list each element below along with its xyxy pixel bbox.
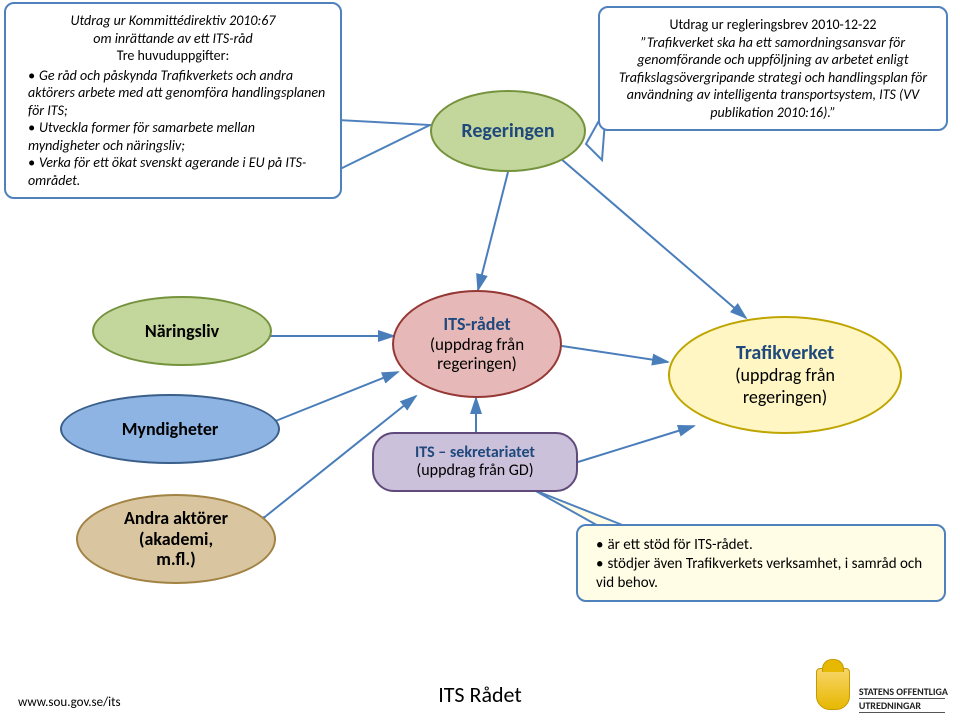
node-andra-l1: Andra aktörer: [124, 508, 228, 529]
callout-tl-sub1: om inrättande av ett ITS-råd: [18, 30, 328, 48]
node-its-sekretariat: ITS – sekretariatet (uppdrag från GD): [372, 432, 578, 492]
callout-tr-body: ”Trafikverket ska ha ett samordningsansv…: [612, 34, 934, 122]
callout-tl-sub2: Tre huvuduppgifter:: [18, 47, 328, 65]
footer-url: www.sou.gov.se/its: [18, 695, 121, 710]
crest-icon: [816, 668, 850, 710]
node-regeringen: Regeringen: [430, 90, 586, 172]
node-andra-aktorer: Andra aktörer (akademi, m.fl.): [76, 494, 276, 584]
footer-title: ITS Rådet: [438, 681, 521, 708]
node-trafikverket: Trafikverket (uppdrag från regeringen): [668, 316, 902, 434]
callout-tr-title: Utdrag ur regleringsbrev 2010-12-22: [612, 16, 934, 34]
callout-regleringsbrev: Utdrag ur regleringsbrev 2010-12-22 ”Tra…: [598, 6, 948, 131]
callout-tl-item: Utveckla former för samarbete mellan myn…: [28, 119, 328, 154]
node-naringsliv: Näringsliv: [92, 296, 272, 366]
callout-tl-title: Utdrag ur Kommittédirektiv 2010:67: [18, 12, 328, 30]
callout-kommittedirektiv: Utdrag ur Kommittédirektiv 2010:67 om in…: [4, 2, 342, 199]
node-myndigheter: Myndigheter: [60, 394, 280, 464]
node-naringsliv-label: Näringsliv: [145, 320, 219, 342]
node-andra-l2: (akademi,: [139, 529, 213, 550]
node-itsradet-l3: regeringen): [437, 354, 517, 374]
callout-sekretariat-note: är ett stöd för ITS-rådet. stödjer även …: [576, 524, 946, 602]
sou-line1: STATENS OFFENTLIGA: [859, 686, 948, 697]
node-myndigheter-label: Myndigheter: [122, 418, 219, 440]
callout-br-item: är ett stöd för ITS-rådet.: [596, 536, 932, 555]
node-its-radet: ITS-rådet (uppdrag från regeringen): [392, 290, 562, 398]
node-itsradet-l1: ITS-rådet: [443, 314, 510, 335]
callout-br-item: stödjer även Trafikverkets verksamhet, i…: [596, 555, 932, 593]
sou-label: STATENS OFFENTLIGA UTREDNINGAR: [859, 686, 948, 714]
sou-line2: UTREDNINGAR: [859, 700, 948, 711]
node-trafikverket-l1: Trafikverket: [736, 341, 834, 365]
callout-tl-item: Ge råd och påskynda Trafikverkets och an…: [28, 67, 328, 120]
node-sekretariat-l2: (uppdrag från GD): [416, 462, 533, 480]
node-itsradet-l2: (uppdrag från: [430, 335, 524, 355]
node-sekretariat-l1: ITS – sekretariatet: [415, 444, 535, 462]
node-regeringen-label: Regeringen: [461, 119, 554, 143]
node-andra-l3: m.fl.): [156, 549, 196, 570]
node-trafikverket-l2: (uppdrag från: [735, 365, 835, 387]
node-trafikverket-l3: regeringen): [743, 387, 827, 409]
callout-tl-item: Verka för ett ökat svenskt agerande i EU…: [28, 154, 328, 189]
